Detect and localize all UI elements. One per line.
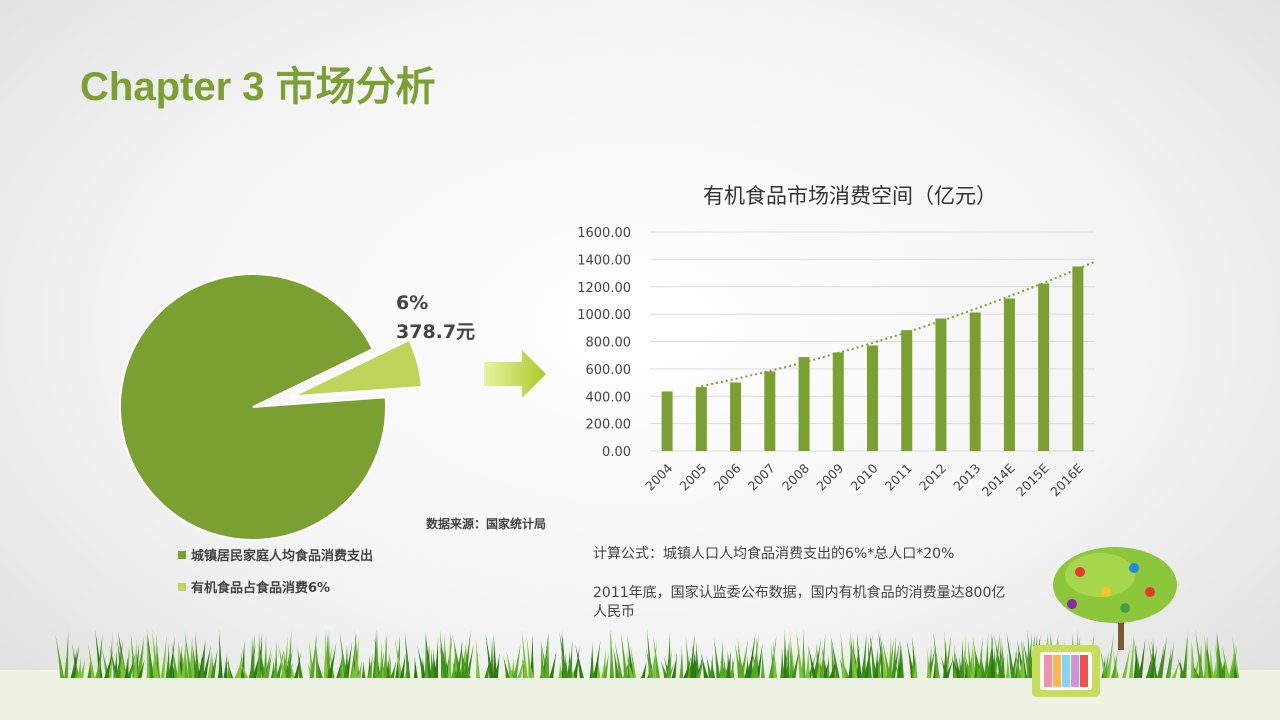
bar bbox=[833, 352, 844, 451]
bar bbox=[1004, 299, 1015, 451]
bar bbox=[662, 391, 673, 451]
grass-blade bbox=[960, 639, 964, 678]
grass-blade bbox=[783, 630, 787, 678]
grass-blade bbox=[227, 656, 231, 678]
y-tick-label: 1400.00 bbox=[577, 253, 631, 268]
bar bbox=[1072, 266, 1083, 451]
bar bbox=[799, 357, 810, 451]
bar bbox=[970, 312, 981, 451]
y-tick-label: 1600.00 bbox=[577, 226, 631, 241]
grass-blade bbox=[761, 651, 765, 678]
x-tick-label: 2006 bbox=[711, 460, 744, 493]
grass-blade bbox=[802, 630, 806, 678]
grass-blade bbox=[476, 639, 480, 678]
bar bbox=[730, 382, 741, 451]
x-tick-label: 2016E bbox=[1047, 460, 1086, 499]
grass-blade bbox=[414, 657, 418, 678]
y-tick-label: 0.00 bbox=[602, 445, 631, 460]
grass-blade bbox=[493, 633, 497, 678]
grass-decoration bbox=[0, 630, 1280, 720]
bar bbox=[1038, 283, 1049, 451]
grass-blade bbox=[362, 661, 366, 678]
y-tick-label: 600.00 bbox=[586, 363, 632, 378]
fact-note: 2011年底，国家认监委公布数据，国内有机食品的消费量达800亿人民币 bbox=[593, 584, 1018, 622]
x-tick-label: 2005 bbox=[676, 461, 709, 494]
y-tick-label: 800.00 bbox=[586, 336, 632, 351]
formula-note: 计算公式：城镇人口人均食品消费支出的6%*总人口*20% bbox=[593, 545, 1023, 564]
x-tick-label: 2008 bbox=[779, 460, 812, 493]
x-tick-label: 2007 bbox=[745, 461, 778, 494]
y-tick-label: 200.00 bbox=[586, 418, 632, 433]
x-tick-label: 2012 bbox=[916, 461, 949, 494]
x-tick-label: 2004 bbox=[642, 460, 675, 493]
bar bbox=[901, 330, 912, 451]
x-tick-label: 2009 bbox=[813, 460, 846, 493]
y-tick-label: 400.00 bbox=[586, 390, 632, 405]
grass-blade bbox=[1095, 645, 1099, 678]
bar bbox=[696, 387, 707, 451]
grass-blade bbox=[610, 630, 614, 678]
x-tick-label: 2014E bbox=[979, 460, 1018, 499]
trendline bbox=[701, 262, 1095, 387]
x-tick-label: 2015E bbox=[1013, 460, 1052, 499]
bar bbox=[867, 345, 878, 451]
y-tick-label: 1000.00 bbox=[577, 308, 631, 323]
x-tick-label: 2010 bbox=[848, 460, 881, 493]
y-tick-label: 1200.00 bbox=[577, 281, 631, 296]
x-tick-label: 2011 bbox=[882, 461, 915, 494]
grass-blade bbox=[730, 658, 734, 678]
grass-blade bbox=[780, 647, 784, 678]
bar bbox=[764, 371, 775, 451]
bar bbox=[935, 319, 946, 451]
grass-blade bbox=[1191, 641, 1195, 678]
